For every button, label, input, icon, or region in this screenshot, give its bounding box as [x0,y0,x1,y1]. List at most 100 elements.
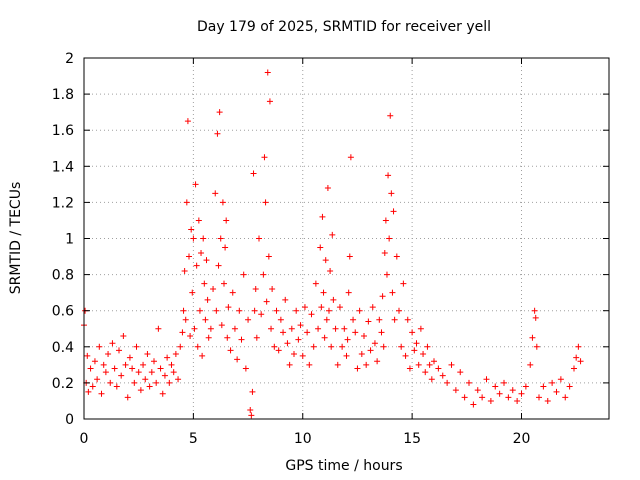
data-point [426,361,433,368]
data-point [295,336,302,343]
data-point [183,199,190,206]
data-point [571,365,577,372]
data-point [540,383,547,390]
data-point [188,226,195,233]
data-point [184,118,191,125]
data-point [253,334,260,341]
x-tick-label: 10 [294,431,312,447]
data-point [323,316,330,323]
data-point [415,361,422,368]
data-point [404,316,411,323]
data-point [315,325,322,332]
data-point [223,217,230,224]
data-point [91,358,98,365]
data-point [140,361,147,368]
data-point [533,343,540,350]
data-point [190,235,197,242]
data-point [118,372,125,379]
data-point [297,322,304,329]
data-point [566,383,573,390]
data-point [224,334,231,341]
data-point [131,379,138,386]
data-points [81,69,584,419]
data-point [96,343,103,350]
data-point [341,325,348,332]
data-point [444,379,451,386]
data-point [219,199,226,206]
data-point [231,325,238,332]
data-point [529,334,536,341]
data-point [180,307,187,314]
data-point [89,383,96,390]
data-point [204,296,211,303]
data-point [288,325,295,332]
data-point [466,379,472,386]
data-point [234,356,241,363]
data-point [192,181,199,188]
data-point [266,98,273,105]
data-point [179,329,186,336]
data-point [172,351,179,358]
data-point [210,286,217,293]
data-point [376,316,383,323]
data-point [411,347,418,354]
data-point [248,412,255,419]
data-point [346,253,353,260]
y-tick-label: 1.4 [52,159,74,175]
data-point [371,340,378,347]
data-point [129,365,136,372]
data-point [100,361,107,368]
data-point [317,244,324,251]
data-point [195,217,202,224]
data-point [213,307,220,314]
data-point [448,361,455,368]
data-point [390,208,397,215]
data-point [321,334,328,341]
data-point [398,343,405,350]
y-tick-label: 0.8 [52,268,74,284]
data-point [380,343,387,350]
data-point [262,199,269,206]
data-point [177,343,184,350]
y-tick-label: 1 [65,232,74,248]
data-point [457,369,464,376]
data-point [553,388,560,395]
data-point [250,170,257,177]
data-point [435,365,442,372]
data-point [217,235,224,242]
data-point [352,329,359,336]
data-point [238,336,245,343]
data-point [379,293,386,300]
data-point [98,390,105,397]
data-point [483,376,490,383]
data-point [365,318,372,325]
data-point [327,267,334,274]
data-point [336,304,343,311]
y-tick-label: 1.2 [52,195,74,211]
data-point [361,332,367,339]
y-tick-label: 0.6 [52,304,74,320]
data-point [347,154,354,161]
data-point [282,296,289,303]
data-point [522,383,529,390]
data-point [396,307,402,314]
chart-title: Day 179 of 2025, SRMTID for receiver yel… [197,19,491,35]
data-point [386,235,393,242]
x-tick-label: 0 [80,431,89,447]
data-point [148,369,155,376]
data-point [496,390,503,397]
data-point [264,69,271,76]
data-point [214,130,221,137]
data-point [268,325,275,332]
y-tick-label: 0.4 [52,340,74,356]
data-point [193,262,200,269]
data-point [422,369,429,376]
data-point [126,354,133,361]
data-point [247,406,254,413]
data-point [133,343,140,350]
data-point [144,351,151,358]
data-point [109,340,116,347]
data-point [196,307,203,314]
y-tick-label: 0 [65,412,74,428]
